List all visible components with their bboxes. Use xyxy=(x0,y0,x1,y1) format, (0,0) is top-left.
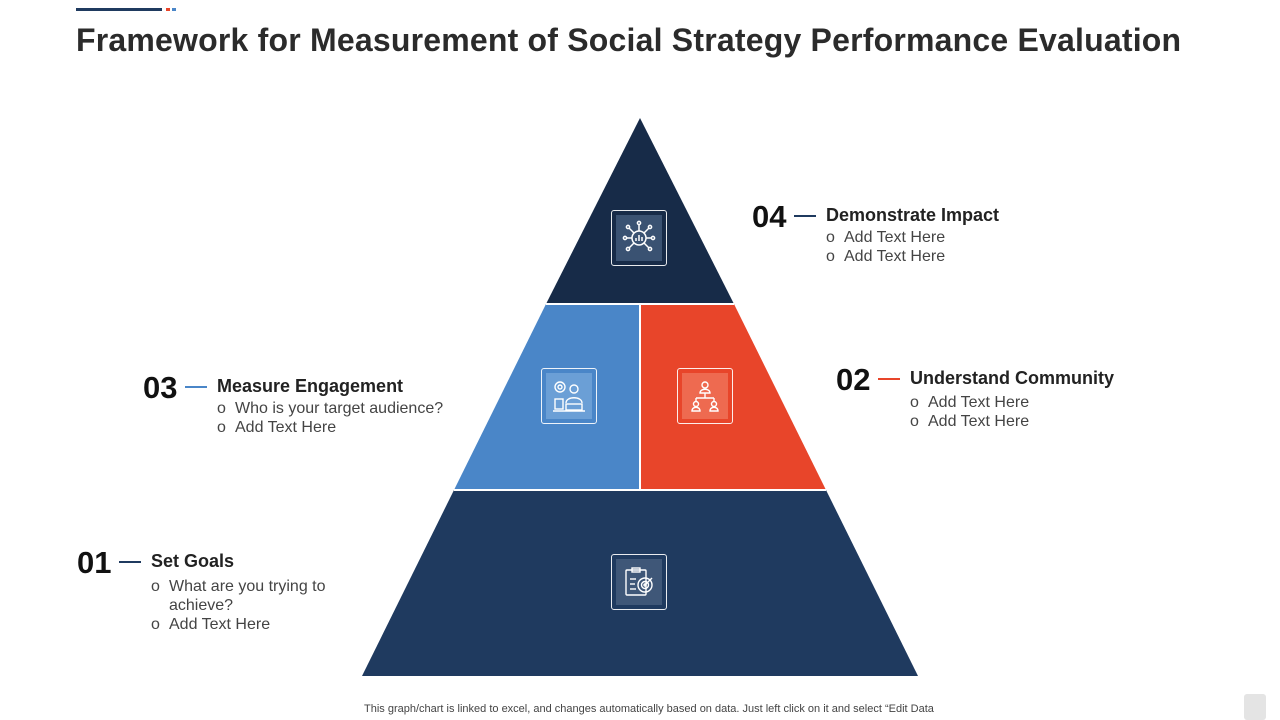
icon-box-03 xyxy=(541,368,597,424)
org-chart-icon xyxy=(682,373,728,419)
pyramid-level-top xyxy=(546,118,734,304)
step-heading-04: Demonstrate Impact xyxy=(826,205,1000,225)
step-heading-01: Set Goals xyxy=(151,551,235,571)
step-number-03: 03 xyxy=(143,370,178,405)
network-chart-icon xyxy=(616,215,662,261)
footer-note: This graph/chart is linked to excel, and… xyxy=(364,703,934,715)
bullet-item: Add Text Here xyxy=(826,247,1026,266)
step-number-02: 02 xyxy=(836,362,871,397)
bullet-item: Add Text Here xyxy=(910,393,1130,412)
clipboard-corner-icon xyxy=(1244,694,1266,720)
step-bullets-01: What are you trying to achieve? Add Text… xyxy=(151,577,341,634)
connector-line-02 xyxy=(878,378,900,380)
bullet-item: What are you trying to achieve? xyxy=(151,577,341,615)
bullet-item: Add Text Here xyxy=(826,228,1026,247)
bullet-item: Add Text Here xyxy=(217,418,457,437)
user-gear-icon xyxy=(546,373,592,419)
bullet-item: Add Text Here xyxy=(151,615,341,634)
connector-line-04 xyxy=(794,215,816,217)
step-number-04: 04 xyxy=(752,199,787,234)
step-number-01: 01 xyxy=(77,545,112,580)
step-heading-02: Understand Community xyxy=(910,368,1115,388)
bullet-item: Add Text Here xyxy=(910,412,1130,431)
step-bullets-04: Add Text Here Add Text Here xyxy=(826,228,1026,266)
icon-box-04 xyxy=(611,210,667,266)
target-clipboard-icon xyxy=(616,559,662,605)
connector-line-01 xyxy=(119,561,141,563)
icon-box-01 xyxy=(611,554,667,610)
connector-line-03 xyxy=(185,386,207,388)
step-bullets-03: Who is your target audience? Add Text He… xyxy=(217,399,457,437)
step-bullets-02: Add Text Here Add Text Here xyxy=(910,393,1130,431)
pyramid-level-mid-right xyxy=(640,304,826,490)
page-title: Framework for Measurement of Social Stra… xyxy=(76,22,1182,58)
bullet-item: Who is your target audience? xyxy=(217,399,457,418)
icon-box-02 xyxy=(677,368,733,424)
step-heading-03: Measure Engagement xyxy=(217,376,404,396)
